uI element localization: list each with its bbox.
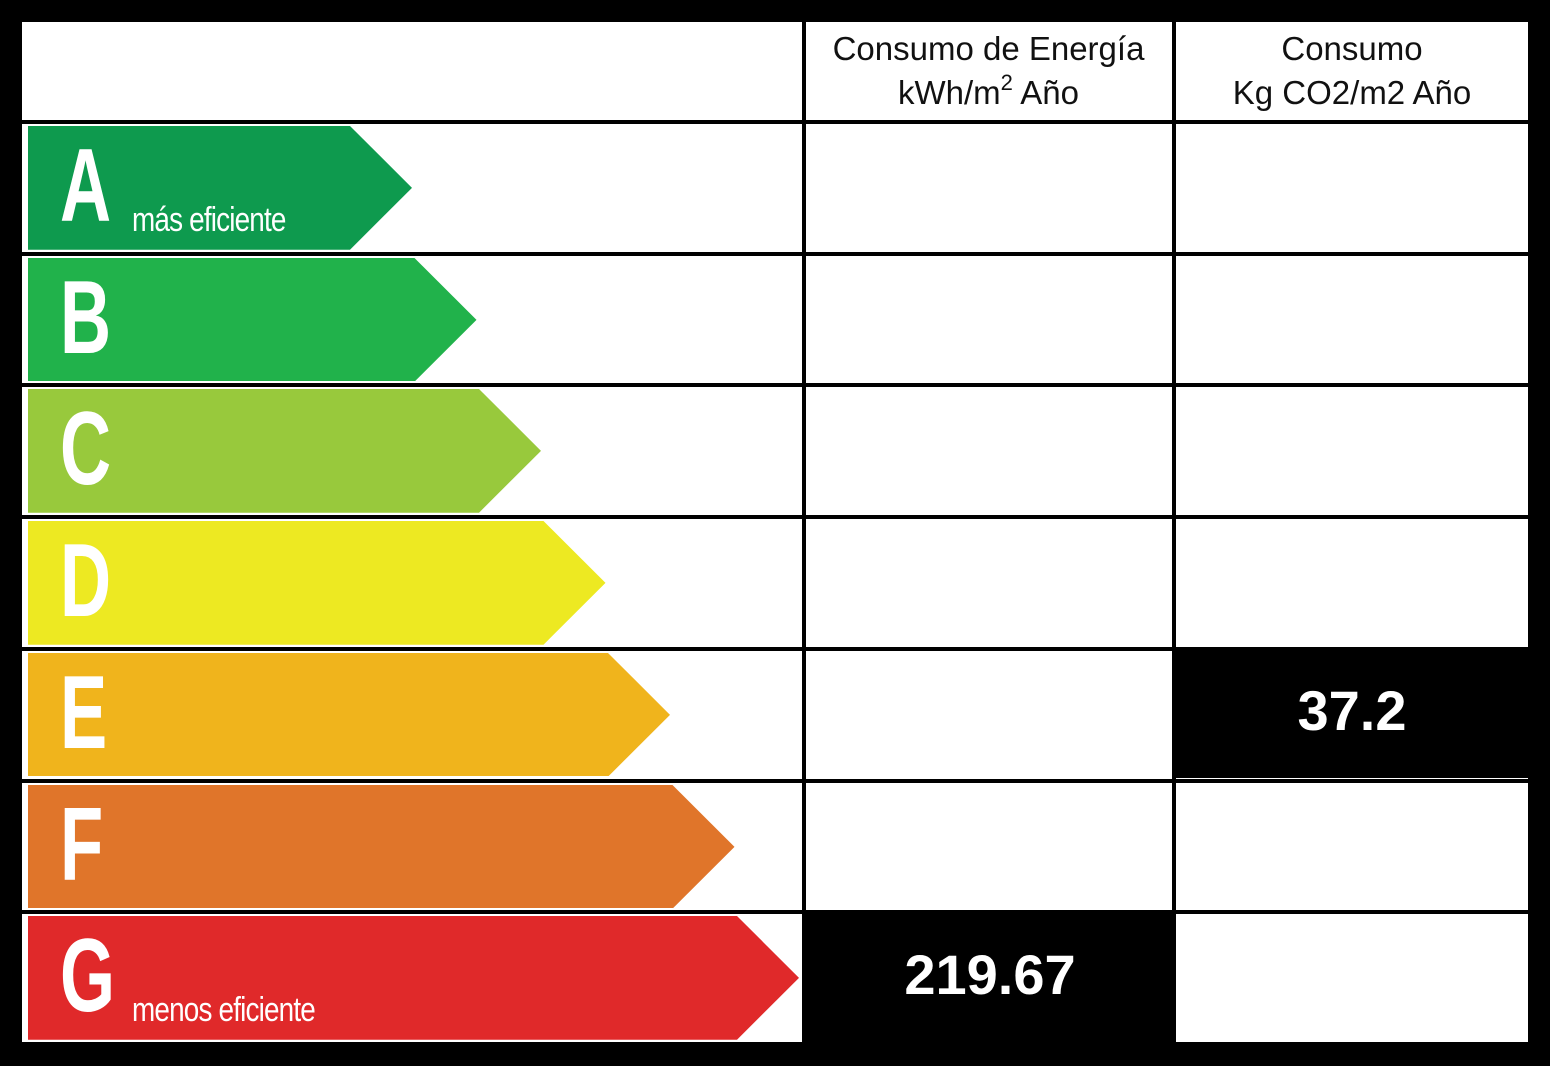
rating-letter: F [60,786,104,903]
co2-value: 37.2 [1297,679,1407,743]
rating-letter: D [60,523,112,640]
rating-arrow-shape [28,916,799,1040]
rating-arrow-shape [28,784,735,909]
rating-arrow-f: F [28,784,735,909]
row-divider [22,1041,1528,1046]
row-divider [22,120,1528,124]
rating-arrow-shape [28,126,412,250]
rating-letter: A [60,128,112,244]
column-divider [1172,22,1176,1044]
rating-letter: B [60,259,112,376]
energy-value-cell: 219.67 [806,914,1174,1042]
row-divider [22,383,1528,388]
rating-arrow-fill [28,126,412,250]
co2-emissions-header: Consumo Kg CO2/m2 Año [1176,22,1528,120]
energy-label-table: Consumo de Energía kWh/m2 Año Consumo Kg… [22,22,1528,1046]
rating-subtitle: más eficiente [132,200,286,239]
energy-value: 219.67 [904,942,1076,1006]
co2-header-line2: Kg CO2/m2 Año [1232,74,1472,111]
energy-consumption-header: Consumo de Energía kWh/m2 Año [805,22,1172,120]
column-divider [802,22,806,1044]
rating-arrow-shape [28,389,541,514]
rating-arrow-fill [28,784,735,909]
rating-arrow-e: E [28,652,670,777]
row-divider [22,515,1528,520]
rating-subtitle: menos eficiente [132,990,316,1029]
rating-arrow-shape [28,257,477,382]
rating-arrow-shape [28,521,606,645]
energy-header-line2: kWh/m2 Año [898,70,1079,112]
rating-arrow-fill [28,916,799,1040]
energy-header-line1: Consumo de Energía [832,30,1145,67]
rating-arrow-fill [28,521,606,645]
rating-arrow-b: B [28,257,477,382]
row-divider [22,251,1528,256]
row-divider [22,910,1528,915]
row-divider [22,646,1528,651]
rating-arrow-d: D [28,521,606,645]
rating-letter: E [60,654,108,771]
rating-arrow-c: C [28,389,541,514]
rating-arrow-fill [28,257,477,382]
co2-header-line1: Consumo [1281,30,1423,67]
rating-arrow-fill [28,389,541,514]
rating-arrow-shape [28,652,670,777]
row-divider [22,778,1528,783]
rating-letter: G [60,918,116,1035]
co2-value-cell: 37.2 [1176,650,1528,779]
rating-arrow-fill [28,652,670,777]
rating-letter: C [60,391,112,508]
